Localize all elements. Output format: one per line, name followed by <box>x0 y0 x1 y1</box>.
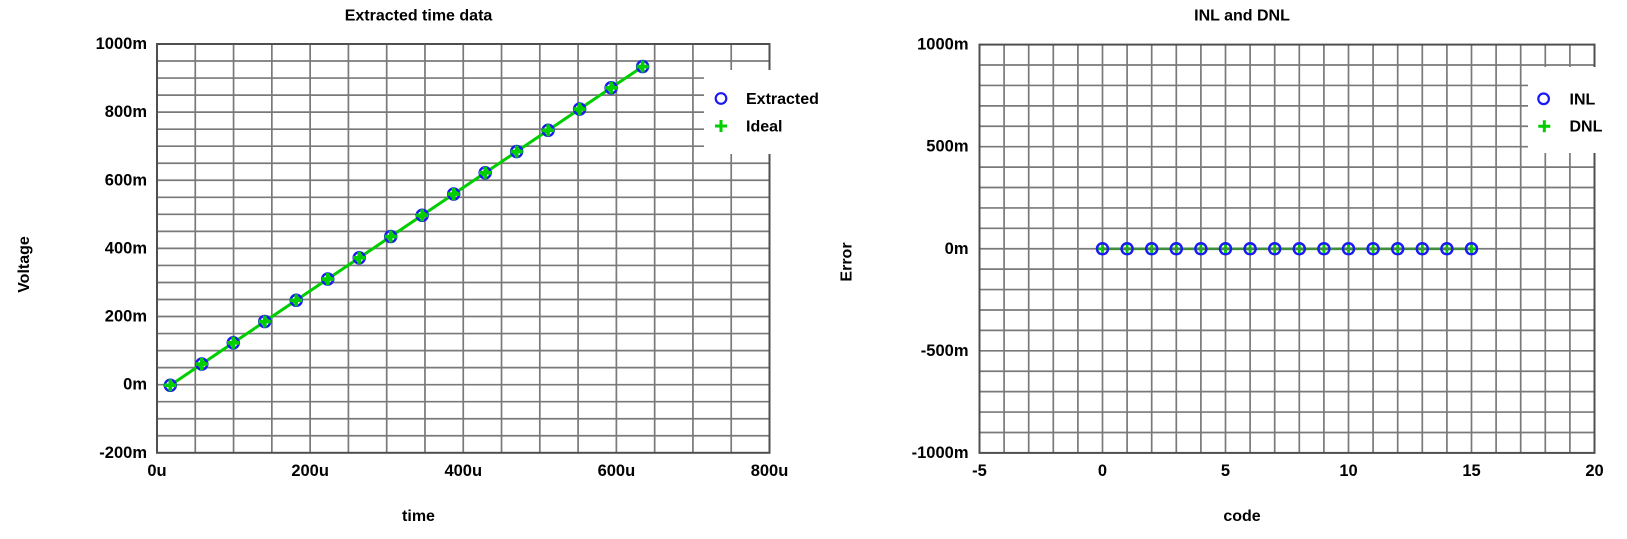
svg-text:400m: 400m <box>105 239 147 257</box>
svg-text:-500m: -500m <box>921 342 969 360</box>
svg-text:20: 20 <box>1585 462 1603 480</box>
svg-text:500m: 500m <box>926 138 968 156</box>
svg-text:1000m: 1000m <box>917 36 968 54</box>
svg-text:200u: 200u <box>291 462 329 480</box>
svg-text:400u: 400u <box>444 462 482 480</box>
svg-text:15: 15 <box>1462 462 1480 480</box>
svg-text:time: time <box>402 508 435 525</box>
svg-text:Error: Error <box>839 242 856 281</box>
svg-text:-5: -5 <box>972 462 987 480</box>
svg-text:Extracted time data: Extracted time data <box>345 8 493 25</box>
svg-text:1000m: 1000m <box>96 35 147 53</box>
svg-text:0m: 0m <box>123 376 147 394</box>
svg-text:600m: 600m <box>105 171 147 189</box>
svg-text:10: 10 <box>1339 462 1357 480</box>
svg-text:200m: 200m <box>105 308 147 326</box>
svg-text:800u: 800u <box>751 462 789 480</box>
svg-text:0u: 0u <box>147 462 166 480</box>
svg-text:600u: 600u <box>598 462 636 480</box>
svg-text:Extracted: Extracted <box>746 91 819 108</box>
svg-text:-1000m: -1000m <box>912 444 969 462</box>
svg-text:Voltage: Voltage <box>16 236 33 293</box>
svg-text:Ideal: Ideal <box>746 119 782 136</box>
svg-text:-200m: -200m <box>99 444 147 462</box>
svg-text:800m: 800m <box>105 103 147 121</box>
svg-text:5: 5 <box>1221 462 1230 480</box>
svg-text:INL and DNL: INL and DNL <box>1194 8 1290 25</box>
svg-text:code: code <box>1223 508 1260 525</box>
svg-text:0: 0 <box>1098 462 1107 480</box>
svg-text:INL: INL <box>1570 91 1596 108</box>
svg-text:0m: 0m <box>945 240 969 258</box>
svg-text:DNL: DNL <box>1570 119 1603 136</box>
